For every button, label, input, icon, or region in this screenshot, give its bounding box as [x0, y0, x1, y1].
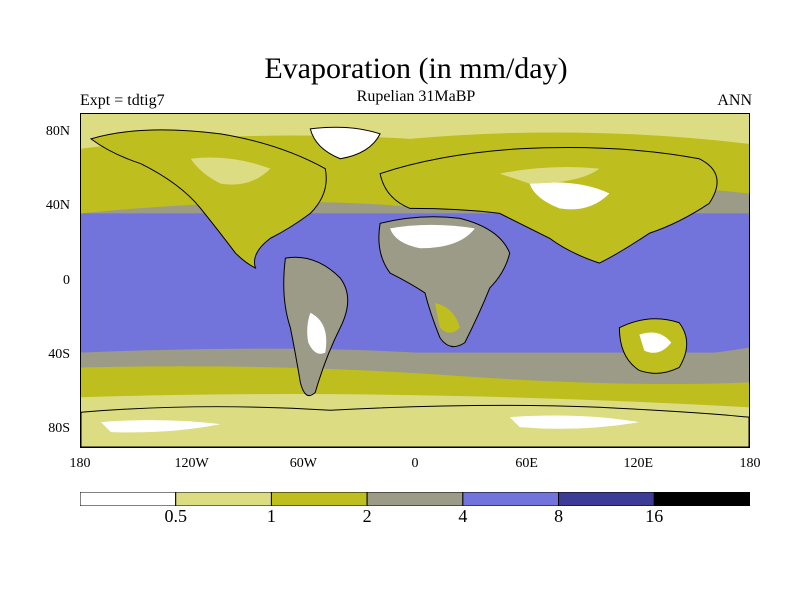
longitude-tick-label: 120W [174, 456, 209, 471]
north-america-landmass [89, 129, 327, 270]
south-africa-zone [434, 302, 460, 333]
colorbar-swatch [558, 492, 655, 506]
latitude-tick-label: 40S [48, 346, 70, 362]
colorbar-level-label: 0.5 [164, 506, 187, 526]
south-america-dry-zone [307, 312, 327, 354]
sahara-dry-zone [390, 224, 475, 249]
colorbar-level-label: 2 [362, 506, 372, 526]
latitude-tick-label: 40N [45, 198, 70, 214]
longitude-tick-label: 180 [739, 456, 761, 471]
longitude-tick-label: 0 [411, 456, 419, 471]
longitude-tick-label: 120E [623, 456, 654, 471]
antarctica-dry-zone-west [100, 420, 221, 433]
longitude-tick-label: 180 [69, 456, 91, 471]
evaporation-colorbar [80, 492, 750, 506]
greenland-landmass [309, 126, 381, 160]
australia-dry-zone [639, 332, 672, 353]
siberia-low-zone [499, 167, 600, 184]
north-america-low-zone [190, 157, 271, 185]
colorbar-swatch [80, 492, 177, 506]
latitude-tick-label: 0 [63, 272, 70, 288]
latitude-tick-label: 80S [48, 421, 70, 437]
colorbar-swatch [270, 492, 368, 506]
season-label: ANN [717, 92, 752, 109]
map-subtitle: Rupelian 31MaBP [356, 88, 476, 105]
latitude-tick-label: 80N [45, 123, 70, 139]
map-title: Evaporation (in mm/day) [264, 52, 568, 85]
colorbar-swatch [366, 492, 464, 506]
polar-north-band [81, 114, 749, 149]
experiment-label: Expt = tdtig7 [80, 92, 165, 109]
africa-landmass [378, 216, 511, 348]
central-asia-dry-zone [529, 182, 610, 210]
colorbar-swatch [653, 492, 750, 506]
colorbar-level-label: 8 [554, 506, 564, 526]
antarctica-dry-zone-east [509, 415, 640, 429]
colorbar-level-label: 4 [458, 506, 468, 526]
longitude-tick-label: 60W [289, 456, 317, 471]
colorbar-swatch [175, 492, 272, 506]
eurasia-landmass [379, 147, 718, 264]
colorbar-swatch [462, 492, 560, 506]
colorbar-level-label: 1 [266, 506, 276, 526]
longitude-tick-label: 60E [515, 456, 538, 471]
evaporation-map [80, 113, 750, 448]
antarctica-landmass [81, 404, 749, 447]
colorbar-level-label: 16 [645, 506, 664, 526]
